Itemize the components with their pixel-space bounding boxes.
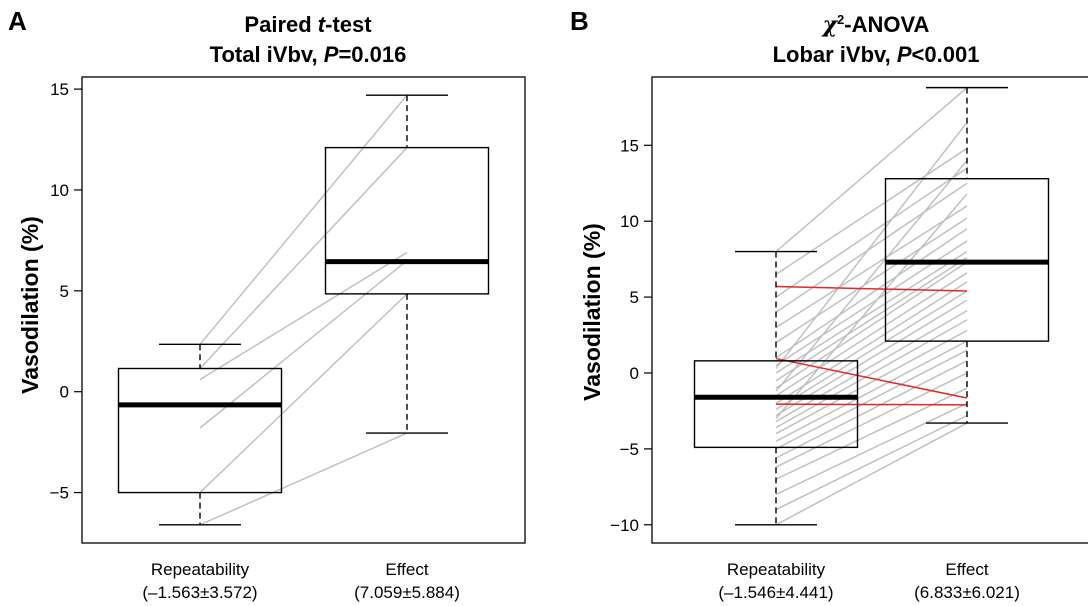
panel-b-category-repeatability: Repeatability (727, 560, 826, 579)
panel-a-category-effect-stats: (7.059±5.884) (354, 583, 460, 602)
panel-a-box (324, 146, 490, 295)
panel-b-y-tick-label: 5 (630, 288, 639, 307)
panel-b-paired-line (775, 387, 968, 480)
panel-b-paired-line (775, 160, 968, 392)
panel-a-box (117, 367, 283, 494)
panel-a-y-tick-label: 15 (50, 80, 69, 99)
panel-a-paired-line (199, 94, 408, 345)
panel-b-y-axis-label: Vasodilation (%) (579, 223, 605, 401)
panel-b-paired-line (775, 357, 968, 399)
panel-b-y-tick-label: 15 (620, 136, 639, 155)
panel-b-box (693, 360, 859, 449)
panel-a-y-tick-label: 0 (60, 383, 69, 402)
panel-b-category-repeatability-stats: (–1.546±4.441) (718, 583, 833, 602)
panel-a-y-tick-label: −5 (50, 484, 69, 503)
panel-b-letter: B (570, 6, 589, 36)
panel-b-paired-line (775, 272, 968, 397)
panel-a-y-tick-label: 10 (50, 181, 69, 200)
panel-b-paired-line (775, 122, 968, 369)
panel-b-paired-line (775, 310, 968, 423)
panel-b-plot-frame (651, 76, 1088, 544)
panel-a-paired-line (199, 147, 408, 370)
panel-a-category-repeatability-stats: (–1.563±3.572) (142, 583, 257, 602)
panel-a-y-axis-label: Vasodilation (%) (17, 216, 43, 394)
panel-b-paired-line (775, 281, 968, 404)
panel-b: B χ2-ANOVA Lobar iVbv, P<0.001 Vasodilat… (570, 6, 1088, 602)
panel-b-paired-line (775, 257, 968, 382)
panel-b-title-line2: Lobar iVbv, P<0.001 (773, 42, 980, 67)
panel-b-paired-line (775, 372, 968, 468)
panel-b-paired-line (775, 319, 968, 429)
panel-b-paired-line (775, 193, 968, 420)
panel-b-paired-line (775, 402, 968, 496)
panel-b-y-tick-label: 10 (620, 212, 639, 231)
panel-b-paired-line (775, 403, 968, 406)
panel-a-paired-line (199, 259, 408, 429)
panel-b-paired-line (775, 414, 968, 511)
panel-b-paired-line (775, 340, 968, 442)
panel-b-paired-line (775, 147, 968, 275)
panel-a-y-tick-label: 5 (60, 282, 69, 301)
panel-b-y-ticks: −10 −5 0 5 10 15 (610, 136, 652, 535)
panel-b-boxes (693, 86, 1050, 526)
panel-a-paired-line (199, 293, 408, 494)
panel-b-paired-line (775, 422, 968, 526)
panel-a-category-effect: Effect (385, 560, 428, 579)
panel-b-paired-lines (775, 87, 968, 526)
panel-b-y-tick-label: 0 (630, 364, 639, 383)
panel-a-title-line2: Total iVbv, P=0.016 (210, 42, 407, 67)
panel-b-paired-line (775, 360, 968, 459)
panel-b-paired-line (775, 285, 968, 292)
panel-b-paired-line (775, 349, 968, 450)
panel-a-boxes (117, 94, 490, 526)
panel-b-paired-line (775, 182, 968, 313)
panel-b-paired-line (775, 167, 968, 298)
panel-b-y-tick-label: −10 (610, 516, 639, 535)
panel-b-y-tick-label: −5 (620, 440, 639, 459)
panel-b-paired-line (775, 250, 968, 374)
panel-a-paired-lines (199, 94, 408, 526)
panel-a-category-repeatability: Repeatability (151, 560, 250, 579)
panel-a-title-line1: Paired t-test (244, 12, 372, 37)
panel-b-category-effect: Effect (945, 560, 988, 579)
panel-a-letter: A (8, 6, 27, 36)
panel-a: A Paired t-test Total iVbv, P=0.016 Vaso… (8, 6, 526, 602)
panel-b-title-line1: χ2-ANOVA (821, 12, 930, 38)
panel-b-category-effect-stats: (6.833±6.021) (914, 583, 1020, 602)
panel-b-paired-line (775, 205, 968, 329)
panel-b-paired-line (775, 290, 968, 411)
panel-b-paired-line (775, 217, 968, 344)
panel-b-paired-line (775, 261, 968, 389)
panel-a-y-ticks: −5 0 5 10 15 (50, 80, 82, 503)
panel-a-paired-line (199, 432, 408, 526)
panel-a-paired-line (199, 251, 408, 381)
panel-b-paired-line (775, 228, 968, 359)
panel-a-plot-frame (81, 76, 526, 544)
panel-b-paired-line (775, 329, 968, 435)
panel-b-paired-line (775, 87, 968, 253)
